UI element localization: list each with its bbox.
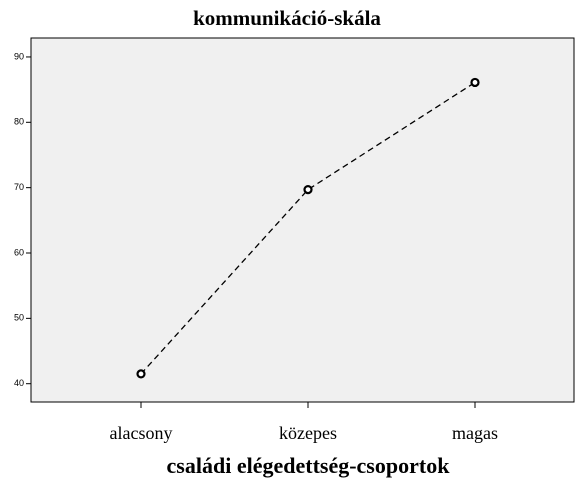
data-line	[140, 81, 476, 375]
x-axis-label: családi elégedettség-csoportok	[167, 453, 451, 478]
x-tick-label: alacsony	[110, 423, 173, 443]
plot-area	[30, 37, 575, 403]
y-tick-label: 50	[14, 313, 24, 323]
y-tick-label: 60	[14, 247, 24, 257]
x-tick-label: közepes	[279, 423, 337, 443]
data-point	[470, 77, 480, 88]
data-point	[303, 185, 313, 195]
y-tick-label: 70	[14, 182, 24, 192]
x-tick-label: magas	[452, 423, 498, 443]
data-point	[136, 369, 146, 379]
y-tick-label: 40	[14, 378, 24, 388]
y-tick-label: 80	[14, 117, 24, 127]
y-tick-label: 90	[14, 51, 24, 61]
chart-title: kommunikáció-skála	[193, 6, 381, 30]
